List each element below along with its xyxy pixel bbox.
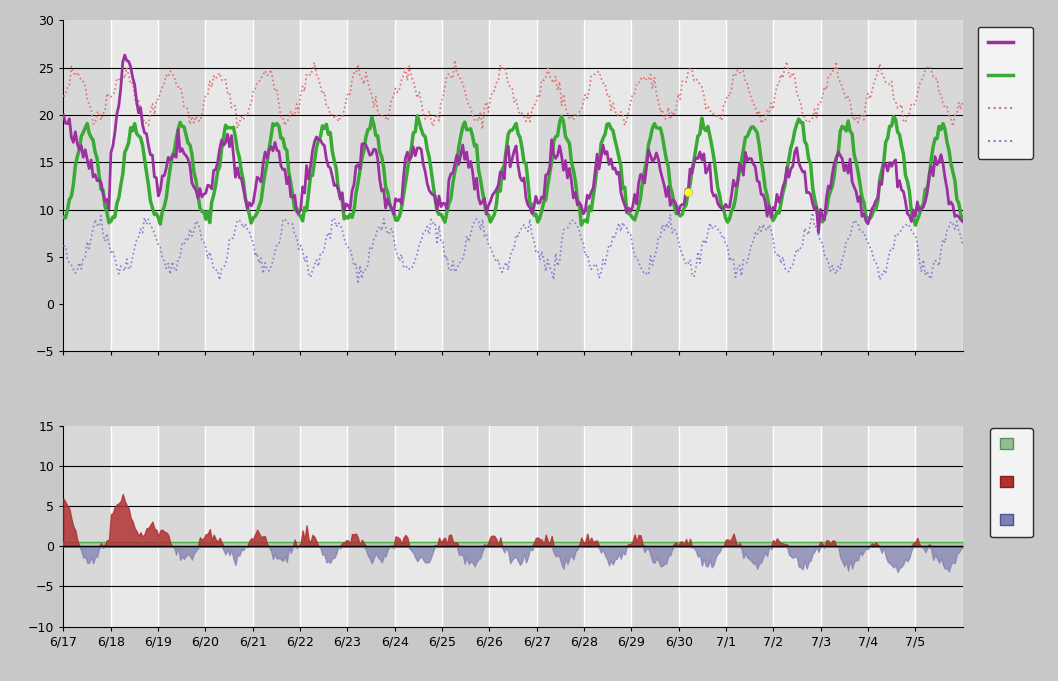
Bar <box>821 426 869 627</box>
Bar <box>111 426 158 627</box>
Bar <box>915 20 963 351</box>
Bar <box>158 20 205 351</box>
Bar <box>300 20 347 351</box>
Bar <box>679 20 726 351</box>
Bar <box>442 426 490 627</box>
Legend: , , , : , , , <box>978 27 1033 159</box>
Bar <box>63 20 111 351</box>
Bar <box>442 20 490 351</box>
Bar <box>347 426 395 627</box>
Bar <box>726 20 773 351</box>
Bar <box>253 20 300 351</box>
Bar <box>632 20 679 351</box>
Bar <box>111 20 158 351</box>
Bar <box>395 20 442 351</box>
Bar <box>726 426 773 627</box>
Bar <box>773 426 821 627</box>
Bar <box>253 426 300 627</box>
Bar <box>300 426 347 627</box>
Bar <box>63 426 111 627</box>
Legend: , , : , , <box>990 428 1033 537</box>
Bar <box>584 20 632 351</box>
Bar <box>205 20 253 351</box>
Bar <box>536 426 584 627</box>
Bar <box>869 20 915 351</box>
Bar <box>915 426 963 627</box>
Bar <box>158 426 205 627</box>
Bar <box>821 20 869 351</box>
Bar <box>205 426 253 627</box>
Bar <box>773 20 821 351</box>
Bar <box>869 426 915 627</box>
Bar <box>490 20 536 351</box>
Bar <box>347 20 395 351</box>
Bar <box>536 20 584 351</box>
Bar <box>632 426 679 627</box>
Bar <box>679 426 726 627</box>
Bar <box>490 426 536 627</box>
Bar <box>584 426 632 627</box>
Bar <box>395 426 442 627</box>
